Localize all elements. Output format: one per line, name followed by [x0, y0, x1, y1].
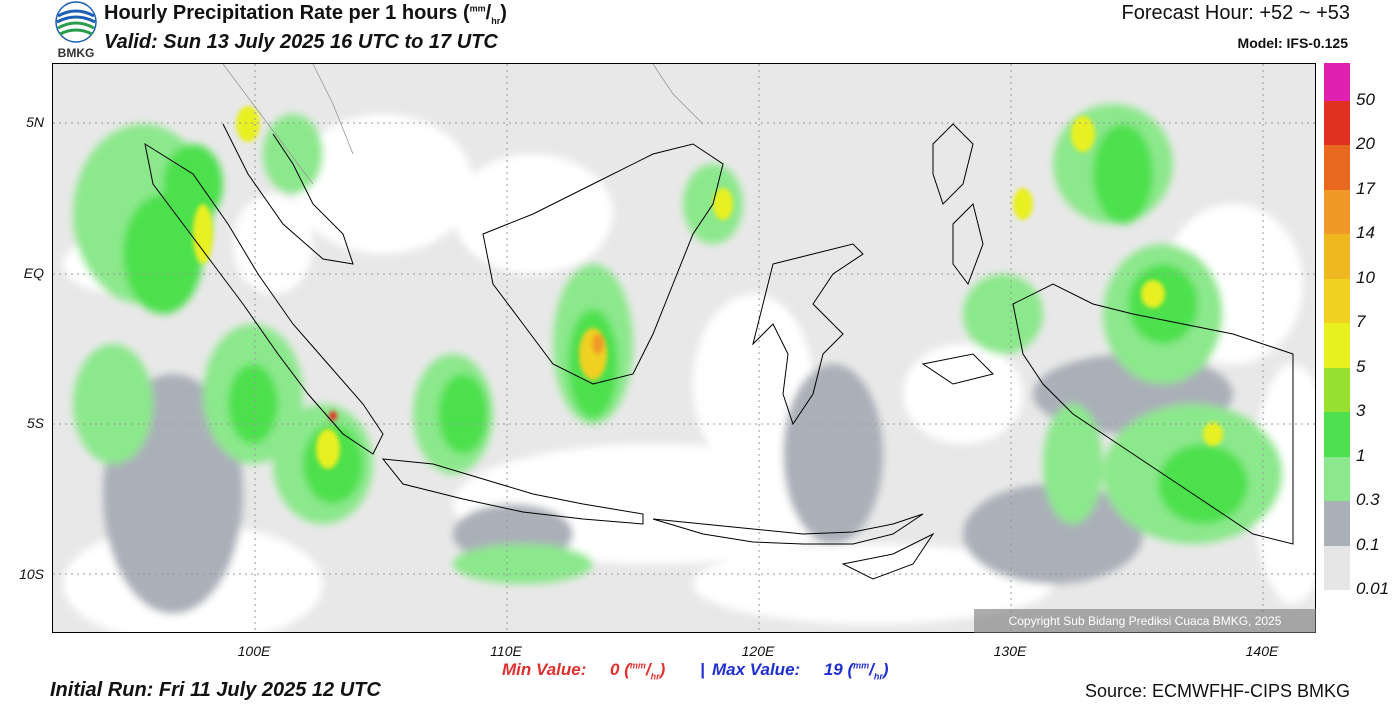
lon-label-110e: 110E: [490, 643, 522, 659]
precipitation-map: [52, 63, 1316, 633]
colorbar-segment: [1324, 501, 1350, 546]
model-name: Model: IFS-0.125: [1237, 35, 1348, 51]
colorbar-label: 10: [1356, 267, 1375, 287]
colorbar-segment: [1324, 545, 1350, 590]
colorbar-label: 17: [1356, 178, 1375, 198]
colorbar-segment: [1324, 412, 1350, 457]
colorbar-label: 0.01: [1356, 579, 1390, 598]
data-source: Source: ECMWFHF-CIPS BMKG: [1084, 681, 1350, 701]
colorbar-label: 0.1: [1356, 534, 1380, 554]
colorbar-segment: [1324, 145, 1350, 190]
lat-label-10s: 10S: [19, 566, 44, 582]
colorbar-label: 20: [1356, 134, 1375, 154]
lat-label-5n: 5N: [26, 114, 44, 130]
colorbar-segment-top: [1324, 63, 1350, 101]
copyright-notice: Copyright Sub Bidang Prediksi Cuaca BMKG…: [974, 609, 1316, 633]
colorbar-segment: [1324, 323, 1350, 368]
colorbar-segment: [1324, 367, 1350, 413]
initial-run: Initial Run: Fri 11 July 2025 12 UTC: [50, 679, 381, 701]
colorbar-label: 14: [1356, 223, 1375, 243]
colorbar-segment: [1324, 189, 1350, 235]
colorbar-label: 0.3: [1356, 490, 1380, 510]
logo-text: BMKG: [57, 46, 95, 60]
forecast-hour: Forecast Hour: +52 ~ +53: [1121, 2, 1350, 24]
colorbar-label: 3: [1356, 401, 1366, 421]
lon-label-140e: 140E: [1245, 643, 1279, 659]
max-value: Max Value: 19 (mm/hr): [712, 660, 889, 682]
lat-label-5s: 5S: [26, 415, 44, 431]
colorbar-label: 5: [1356, 356, 1366, 376]
colorbar-label: 50: [1356, 90, 1375, 109]
value-separator: |: [700, 660, 705, 679]
map-canvas: [53, 64, 1315, 632]
lon-label-120e: 120E: [741, 643, 775, 659]
bmkg-logo-icon: [55, 1, 97, 43]
colorbar-segment: [1324, 278, 1350, 324]
colorbar-label: 7: [1356, 312, 1366, 332]
valid-time: Valid: Sun 13 July 2025 16 UTC to 17 UTC: [104, 31, 498, 53]
lon-label-100e: 100E: [237, 643, 271, 659]
lon-label-130e: 130E: [993, 643, 1027, 659]
colorbar-label: 1: [1356, 445, 1366, 465]
coastlines: [144, 123, 1294, 580]
gridlines: [53, 64, 1315, 632]
colorbar-segment: [1324, 456, 1350, 502]
precipitation-colorbar: [1324, 63, 1350, 590]
lat-label-eq: EQ: [23, 265, 44, 281]
min-value: Min Value: 0 (mm/hr): [502, 660, 666, 682]
colorbar-segment: [1324, 234, 1350, 279]
colorbar-segment: [1324, 101, 1350, 146]
map-title: Hourly Precipitation Rate per 1 hours (m…: [104, 2, 507, 26]
